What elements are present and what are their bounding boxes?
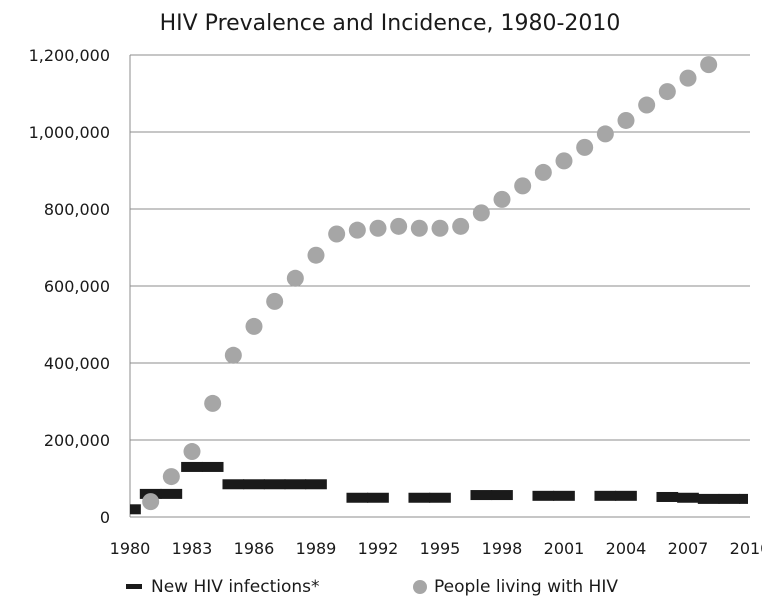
new-infections-marker [408,492,431,503]
people-living-marker [286,269,304,287]
new-infections-marker [305,479,327,490]
x-tick-label: 1995 [420,539,461,558]
people-living-marker [493,190,511,208]
x-tick-label: 1983 [172,539,213,558]
new-infections-marker [697,493,720,504]
new-infections-marker [491,490,513,501]
x-tick-label: 1989 [296,539,337,558]
new-infections-marker [553,490,575,501]
new-infections-marker [243,479,265,490]
people-living-marker [142,493,160,511]
people-living-marker [369,219,387,237]
data-series [130,56,748,515]
new-infections-marker [263,479,286,490]
people-living-marker [555,152,573,170]
x-tick-label: 2004 [606,539,647,558]
new-infections-marker [677,492,699,503]
new-infections-marker [739,493,748,504]
new-infections-marker [615,490,637,501]
new-infections-marker [222,479,245,490]
people-living-marker [638,96,656,114]
people-living-marker [410,219,428,237]
legend-swatch-new-infections [126,584,142,589]
chart-title: HIV Prevalence and Incidence, 1980-2010 [160,11,621,36]
people-living-marker [576,138,594,156]
x-tick-label: 1998 [482,539,523,558]
x-tick-label: 2001 [544,539,585,558]
new-infections-marker [346,492,369,503]
y-tick-label: 400,000 [44,354,110,373]
people-living-marker [328,225,346,243]
people-living-marker [596,125,614,143]
y-tick-label: 1,000,000 [29,123,110,142]
y-tick-label: 1,200,000 [29,46,110,65]
legend-label-people-living: People living with HIV [434,577,618,597]
people-living-marker [452,217,470,235]
legend-swatch-people-living [413,580,427,594]
people-living-marker [307,246,325,264]
gridlines [129,54,750,518]
people-living-marker [183,443,201,461]
new-infections-marker [594,490,617,501]
people-living-marker [472,204,490,222]
new-infections-marker [429,492,451,503]
new-infections-marker [130,504,141,515]
new-infections-marker [656,491,679,502]
people-living-marker [431,219,449,237]
new-infections-marker [532,490,555,501]
x-tick-label: 1980 [110,539,151,558]
legend-label-new-infections: New HIV infections* [151,577,320,597]
y-tick-label: 600,000 [44,277,110,296]
legend: New HIV infections* People living with H… [126,577,618,597]
new-infections-marker [367,492,389,503]
new-infections-marker [284,479,307,490]
people-living-marker [224,346,242,364]
people-living-marker [204,394,222,412]
new-infections-marker [201,461,224,472]
x-tick-label: 1992 [358,539,399,558]
y-tick-label: 800,000 [44,200,110,219]
people-living-marker [162,468,180,486]
x-tick-label: 1986 [234,539,275,558]
y-axis-tick-labels: 0 200,000 400,000 600,000 800,000 1,000,000 1,… [29,46,110,527]
people-living-marker [617,111,635,129]
people-living-marker [679,69,697,87]
new-infections-marker [181,461,203,472]
people-living-marker [534,163,552,181]
x-axis-tick-labels: 1980 1983 1986 1989 1992 1995 1998 2001 2004 2007… [110,539,762,558]
people-living-marker [658,83,676,101]
new-infections-marker [160,488,183,499]
people-living-marker [514,177,532,195]
people-living-marker [266,292,284,310]
new-infections-marker [470,490,493,501]
x-tick-label: 2007 [668,539,709,558]
people-living-marker [700,56,718,74]
y-tick-label: 200,000 [44,431,110,450]
x-tick-label: 2010 [730,539,762,558]
new-infections-marker [718,493,741,504]
y-tick-label: 0 [100,508,110,527]
people-living-marker [348,221,366,239]
people-living-marker [390,217,408,235]
people-living-marker [245,317,263,335]
